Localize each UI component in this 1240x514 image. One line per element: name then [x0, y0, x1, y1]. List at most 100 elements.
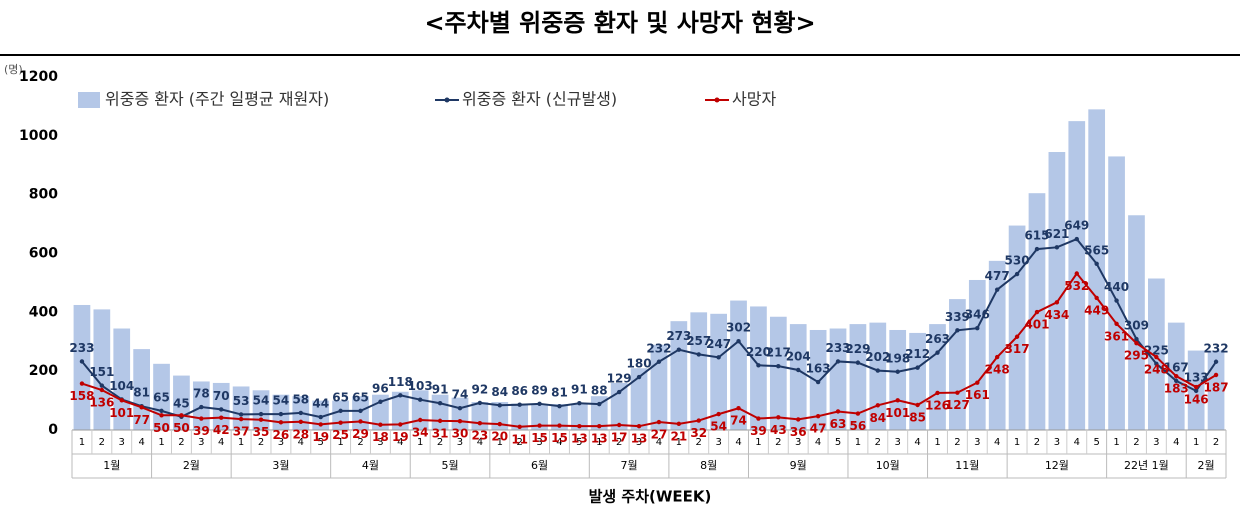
bar — [1207, 350, 1225, 430]
point — [219, 415, 224, 420]
point — [238, 416, 244, 422]
x-tick-label: 3 — [795, 437, 801, 448]
data-label: 621 — [1044, 227, 1069, 241]
point — [815, 413, 821, 419]
point — [756, 363, 761, 368]
legend-swatch — [444, 97, 450, 103]
data-label: 70 — [213, 389, 230, 403]
data-label: 50 — [173, 421, 190, 435]
x-tick-label: 3 — [1153, 437, 1159, 448]
x-tick-label: 1 — [934, 437, 940, 448]
data-label: 302 — [726, 321, 751, 335]
data-label: 565 — [1084, 243, 1109, 257]
bar — [730, 300, 747, 430]
bar — [670, 321, 688, 430]
x-group-label: 6월 — [531, 459, 548, 472]
data-label: 649 — [1064, 219, 1089, 233]
data-label: 85 — [909, 410, 926, 424]
point — [815, 379, 821, 385]
point — [1134, 336, 1139, 342]
point — [517, 424, 522, 429]
x-tick-label: 2 — [616, 437, 622, 448]
point — [99, 387, 105, 393]
y-tick-label: 600 — [29, 246, 58, 262]
point — [736, 406, 741, 411]
point — [716, 411, 721, 417]
x-tick-label: 2 — [178, 437, 184, 448]
data-label: 65 — [153, 390, 170, 404]
x-tick-label: 3 — [457, 437, 463, 448]
data-label: 37 — [233, 425, 250, 439]
point — [298, 410, 304, 416]
data-label: 346 — [965, 308, 990, 322]
data-label: 23 — [472, 429, 489, 443]
bar — [829, 328, 847, 430]
bar — [949, 299, 966, 430]
point — [597, 423, 602, 429]
point — [497, 421, 502, 427]
x-group-label: 5월 — [441, 459, 458, 472]
x-group-label: 3월 — [272, 459, 289, 472]
data-label: 39 — [750, 424, 767, 438]
point — [935, 350, 940, 355]
x-tick-label: 4 — [914, 437, 920, 448]
data-label: 27 — [651, 428, 668, 442]
point — [437, 418, 443, 424]
data-label: 31 — [432, 426, 449, 440]
data-label: 53 — [233, 394, 250, 408]
data-label: 361 — [1104, 329, 1129, 343]
data-label: 126 — [925, 398, 950, 412]
point — [119, 398, 124, 403]
point — [1014, 334, 1020, 339]
point — [378, 422, 383, 427]
point — [278, 411, 284, 417]
point — [577, 423, 582, 429]
point — [855, 360, 861, 365]
x-tick-label: 5 — [835, 437, 841, 448]
data-label: 440 — [1104, 280, 1129, 294]
data-label: 13 — [631, 432, 648, 446]
point — [597, 401, 602, 407]
bar — [769, 316, 787, 430]
data-label: 15 — [551, 431, 568, 445]
bar — [968, 279, 986, 430]
data-label: 615 — [1024, 229, 1049, 243]
x-tick-label: 2 — [357, 437, 363, 448]
data-label: 54 — [273, 394, 290, 408]
point — [79, 359, 85, 364]
data-label: 434 — [1044, 308, 1069, 322]
data-label: 43 — [770, 423, 787, 437]
x-tick-label: 3 — [278, 437, 284, 448]
data-label: 133 — [1184, 370, 1209, 384]
x-group-label: 8월 — [700, 459, 717, 472]
data-label: 317 — [1005, 342, 1030, 356]
x-tick-label: 4 — [477, 437, 483, 448]
x-tick-label: 4 — [138, 437, 144, 448]
point — [776, 363, 781, 369]
point — [199, 404, 204, 410]
data-label: 101 — [109, 406, 134, 420]
data-label: 17 — [611, 430, 628, 444]
data-label: 28 — [292, 427, 309, 441]
x-tick-label: 1 — [755, 437, 761, 448]
x-tick-label: 2 — [258, 437, 264, 448]
data-label: 232 — [1204, 341, 1229, 355]
bar — [431, 394, 449, 430]
data-label: 81 — [551, 386, 568, 400]
point — [636, 423, 642, 429]
data-label: 129 — [607, 372, 632, 386]
data-label: 30 — [452, 427, 469, 441]
point — [1014, 271, 1020, 277]
x-tick-label: 1 — [676, 437, 682, 448]
x-tick-label: 2 — [696, 437, 702, 448]
bar — [471, 402, 489, 430]
y-tick-label: 0 — [48, 422, 58, 438]
x-tick-label: 2 — [775, 437, 781, 448]
x-tick-label: 4 — [1074, 437, 1080, 448]
bar — [929, 324, 946, 430]
x-tick-label: 1 — [497, 437, 503, 448]
line — [81, 237, 1217, 419]
x-tick-label: 4 — [735, 437, 741, 448]
point — [1074, 236, 1079, 242]
